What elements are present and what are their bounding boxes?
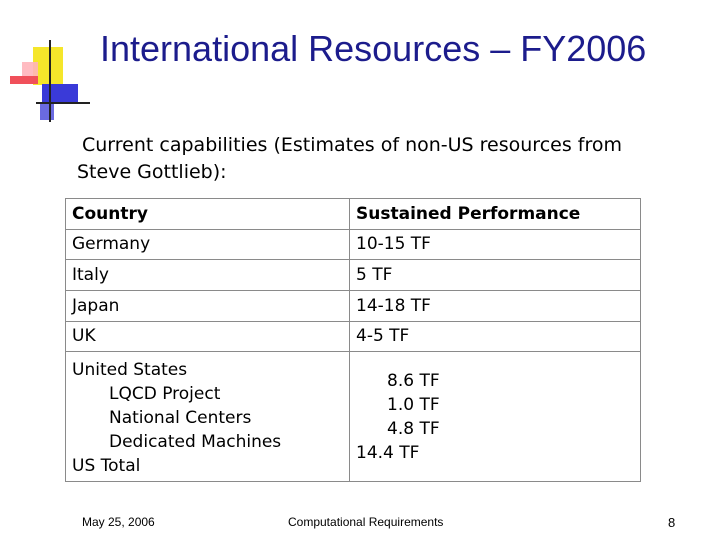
country-subline: National Centers bbox=[109, 407, 252, 428]
performance-line: 8.6 TF bbox=[387, 370, 440, 391]
performance-cell: 5 TF bbox=[349, 259, 641, 291]
table-row: Italy 5 TF bbox=[65, 259, 641, 291]
intro-line: Steve Gottlieb): bbox=[77, 161, 227, 183]
intro-line: Current capabilities (Estimates of non-U… bbox=[82, 134, 622, 156]
performance-line: 4.8 TF bbox=[387, 418, 440, 439]
slide-logo-icon bbox=[10, 40, 90, 122]
performance-cell: 14-18 TF bbox=[349, 289, 641, 322]
performance-line: 14.4 TF bbox=[356, 442, 420, 463]
intro-text: Current capabilities (Estimates of non-U… bbox=[77, 132, 697, 186]
country-cell: Italy bbox=[65, 259, 350, 291]
us-performance-cell: 8.6 TF 1.0 TF 4.8 TF 14.4 TF bbox=[349, 351, 641, 482]
table-header-row: Country Sustained Performance bbox=[65, 198, 641, 230]
slide-title: International Resources – FY2006 bbox=[100, 28, 647, 69]
table-row: Japan 14-18 TF bbox=[65, 289, 641, 322]
table-row: UK 4-5 TF bbox=[65, 320, 641, 353]
country-line: United States bbox=[72, 359, 188, 380]
country-subline: Dedicated Machines bbox=[109, 431, 282, 452]
performance-line: 1.0 TF bbox=[387, 394, 440, 415]
header-performance: Sustained Performance bbox=[349, 198, 641, 230]
us-country-cell: United States LQCD Project National Cent… bbox=[65, 351, 350, 482]
country-cell: Germany bbox=[65, 228, 350, 261]
capabilities-table: Country Sustained Performance Germany 10… bbox=[65, 198, 641, 482]
table-row: Germany 10-15 TF bbox=[65, 228, 641, 261]
country-subline: LQCD Project bbox=[109, 383, 221, 404]
footer-date: May 25, 2006 bbox=[82, 515, 155, 529]
performance-cell: 4-5 TF bbox=[349, 320, 641, 353]
table-row-united-states: United States LQCD Project National Cent… bbox=[65, 351, 641, 482]
header-country: Country bbox=[65, 198, 350, 230]
footer-title: Computational Requirements bbox=[288, 515, 444, 529]
performance-cell: 10-15 TF bbox=[349, 228, 641, 261]
country-cell: Japan bbox=[65, 289, 350, 322]
country-cell: UK bbox=[65, 320, 350, 353]
page-number: 8 bbox=[668, 515, 676, 530]
country-line: US Total bbox=[72, 455, 141, 476]
